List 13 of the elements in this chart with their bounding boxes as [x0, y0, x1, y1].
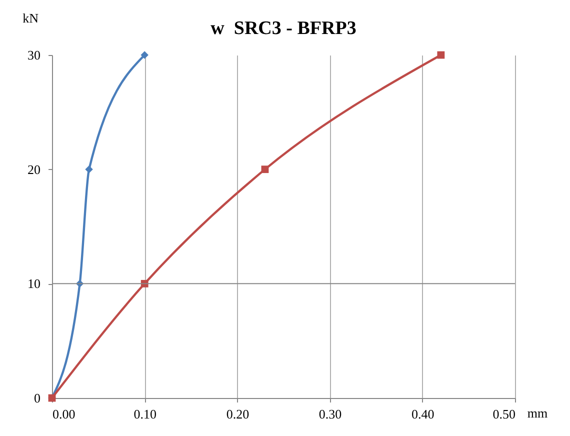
y-axis-title: kN — [22, 10, 40, 26]
x-tick-label: 0.20 — [226, 406, 250, 422]
x-axis-title: mm — [527, 406, 548, 420]
y-tick-label: 20 — [28, 162, 40, 177]
x-tick-label: 0.50 — [492, 406, 516, 422]
chart-title: w SRC3 - BFRP3 — [210, 18, 358, 40]
x-tick-label: 0.00 — [52, 406, 76, 422]
y-tick-label: 10 — [28, 276, 40, 292]
x-tick-label: 0.40 — [412, 406, 434, 422]
y-tick-label: 30 — [28, 48, 40, 62]
y-tick-label: 0 — [34, 390, 40, 406]
x-tick-label: 0.30 — [318, 406, 342, 422]
x-tick-label: 0.10 — [134, 406, 156, 422]
